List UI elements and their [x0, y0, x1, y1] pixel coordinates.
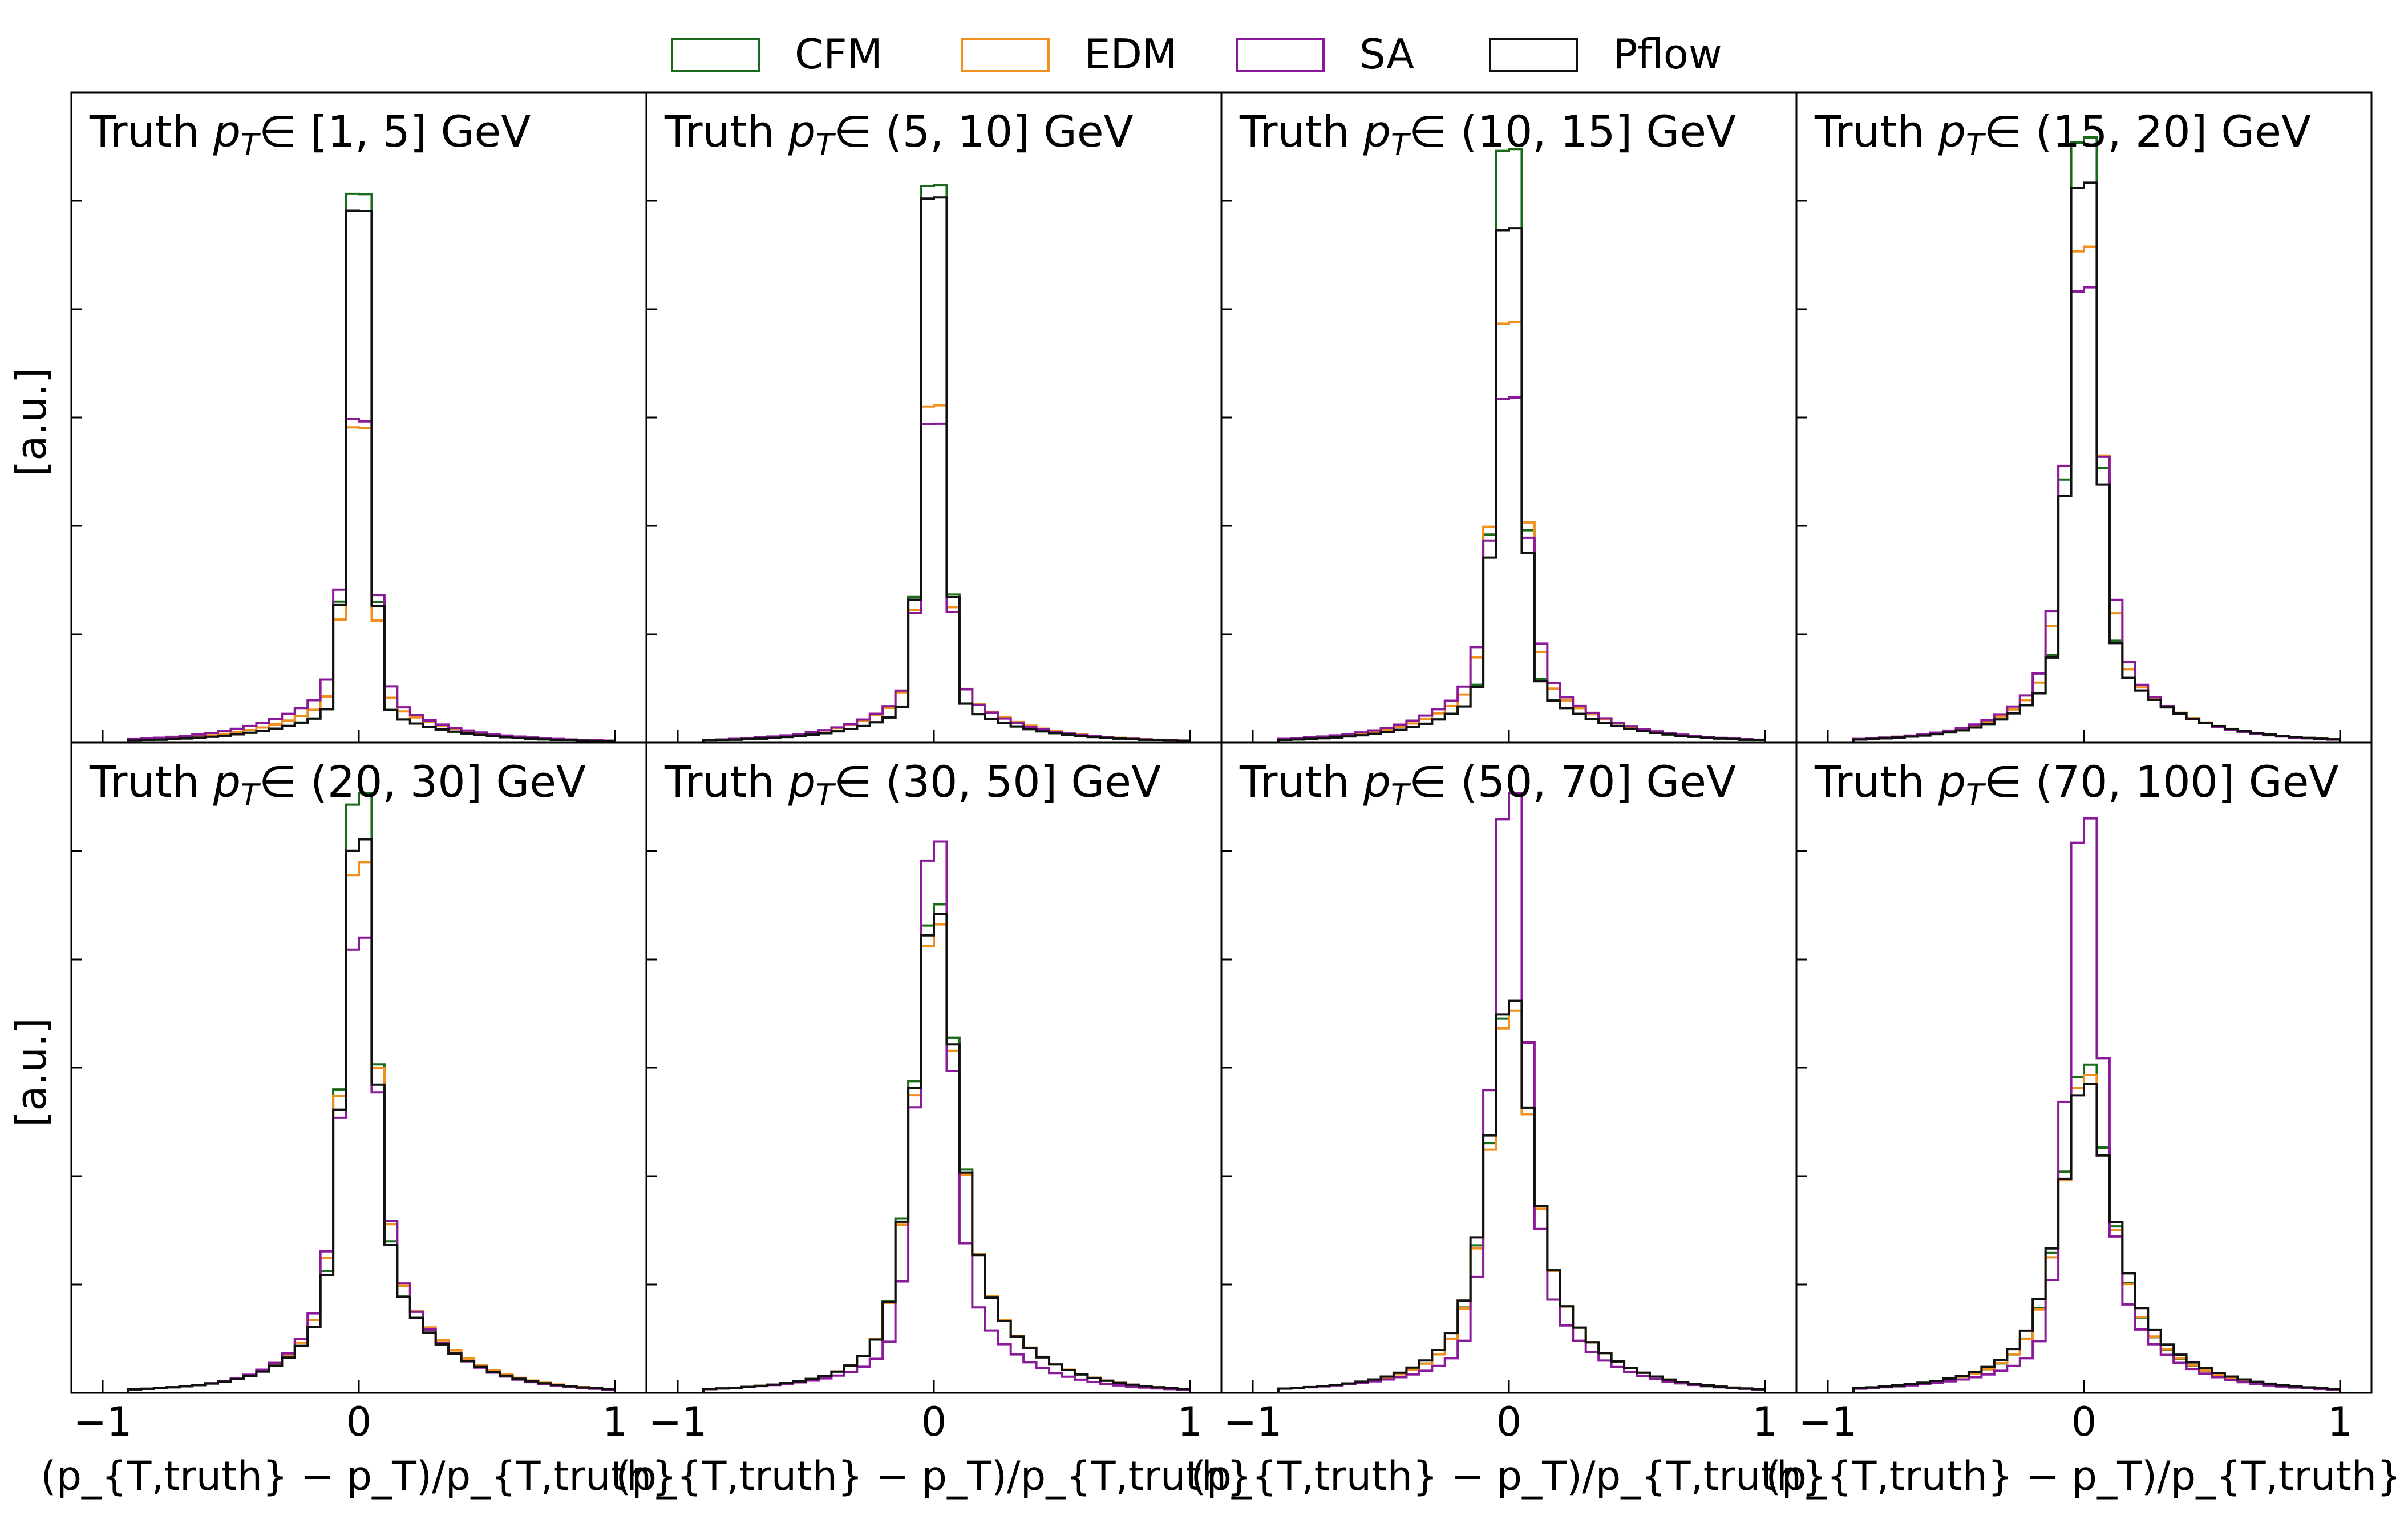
x-tick-label: 0 [1496, 1399, 1522, 1445]
y-axis-label-top: [a.u.] [7, 367, 55, 477]
panel-title: Truth pT∈ [1, 5] GeV [89, 106, 531, 162]
x-axis-label: (p_{T,truth} − p_T)/p_{T,truth} [1191, 1453, 1827, 1500]
x-tick-label: −1 [648, 1399, 707, 1445]
x-tick-label: −1 [73, 1399, 132, 1445]
x-tick-label: −1 [1798, 1399, 1857, 1445]
x-axis-label: (p_{T,truth} − p_T)/p_{T,truth} [41, 1453, 677, 1500]
panel-1: Truth pT∈ [1, 5] GeV [70, 91, 647, 744]
hist-pflow [127, 209, 616, 743]
panel-title: Truth pT∈ (70, 100] GeV [1814, 756, 2338, 812]
x-tick-label: 0 [2071, 1399, 2097, 1445]
legend-label-edm: EDM [1084, 30, 1177, 78]
legend-entry-edm: EDM [961, 30, 1177, 78]
legend-label-cfm: CFM [795, 30, 883, 78]
legend-label-pflow: Pflow [1613, 30, 1722, 78]
panel-title: Truth pT∈ (50, 70] GeV [1239, 756, 1736, 812]
legend-entry-sa: SA [1236, 30, 1414, 78]
hist-pflow [702, 196, 1191, 743]
hist-pflow [127, 838, 616, 1393]
panel-7: Truth pT∈ (50, 70] GeV −1 0 1 (p_{T,truth} −… [1191, 741, 1827, 1500]
panel-5: Truth pT∈ (20, 30] GeV −1 0 1 (p_{T,truth} −… [41, 741, 677, 1500]
hist-pflow [1852, 1083, 2341, 1393]
panel-title: Truth pT∈ (30, 50] GeV [664, 756, 1161, 812]
panel-title: Truth pT∈ (5, 10] GeV [664, 106, 1134, 162]
legend-swatch-edm [961, 38, 1050, 72]
x-tick-label: 0 [346, 1399, 372, 1445]
panel-4: Truth pT∈ (15, 20] GeV [1795, 91, 2373, 744]
x-tick-label: −1 [1223, 1399, 1282, 1445]
hist-pflow [1277, 227, 1766, 743]
hist-pflow [1852, 181, 2341, 743]
panel-8: Truth pT∈ (70, 100] GeV −1 0 1 (p_{T,truth} … [1766, 741, 2396, 1500]
legend: CFM EDM SA Pflow [671, 30, 1722, 78]
panel-title: Truth pT∈ (20, 30] GeV [89, 756, 586, 812]
legend-swatch-sa [1236, 38, 1325, 72]
x-tick-label: 1 [1753, 1399, 1778, 1445]
y-axis-label-bottom: [a.u.] [7, 1018, 55, 1127]
legend-label-sa: SA [1359, 30, 1414, 78]
panel-6: Truth pT∈ (30, 50] GeV −1 0 1 (p_{T,truth} −… [616, 741, 1252, 1500]
panels: Truth pT∈ [1, 5] GeV Truth pT∈ (5, 10] Ge… [41, 91, 2396, 1500]
hist-pflow [702, 913, 1191, 1393]
x-axis-label: (p_{T,truth} − p_T)/p_{T,truth} [1766, 1453, 2396, 1500]
x-axis-label: (p_{T,truth} − p_T)/p_{T,truth} [616, 1453, 1252, 1500]
legend-entry-cfm: CFM [671, 30, 883, 78]
x-tick-label: 1 [1177, 1399, 1203, 1445]
legend-swatch-cfm [671, 38, 760, 72]
x-tick-label: 1 [2328, 1399, 2353, 1445]
panel-3: Truth pT∈ (10, 15] GeV [1220, 91, 1798, 744]
panel-title: Truth pT∈ (15, 20] GeV [1814, 106, 2311, 162]
legend-swatch-pflow [1489, 38, 1578, 72]
x-tick-label: 1 [602, 1399, 628, 1445]
x-tick-label: 0 [921, 1399, 947, 1445]
panel-title: Truth pT∈ (10, 15] GeV [1239, 106, 1736, 162]
hist-pflow [1277, 999, 1766, 1393]
legend-entry-pflow: Pflow [1489, 30, 1722, 78]
